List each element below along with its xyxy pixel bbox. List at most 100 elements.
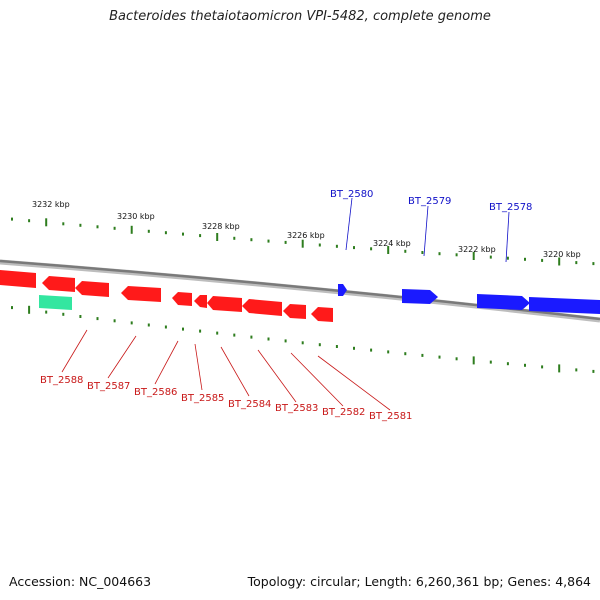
minor-tick [506, 256, 509, 260]
minor-tick [267, 239, 270, 243]
minor-tick [524, 257, 526, 261]
gene-label-bt-2585[interactable]: BT_2585 [181, 393, 224, 404]
minor-tick [438, 355, 441, 359]
minor-tick [233, 236, 236, 240]
gene-label-bt-2586[interactable]: BT_2586 [134, 387, 177, 398]
minor-tick [96, 225, 99, 229]
gene-bt-2586[interactable] [121, 286, 161, 302]
kbp-label: 3226 kbp [287, 231, 325, 240]
minor-tick [592, 369, 595, 373]
gene-bt-2580[interactable] [338, 284, 347, 296]
top-labels: BT_2580 BT_2579 BT_2578 [330, 189, 532, 263]
leader-line [345, 197, 353, 251]
minor-tick [370, 247, 373, 251]
gene-bt-2584[interactable] [207, 296, 242, 312]
kbp-label: 3224 kbp [373, 239, 411, 248]
gene-bt-2578[interactable] [477, 294, 530, 310]
gene-bt-2588[interactable] [42, 276, 75, 292]
genome-summary-text: Topology: circular; Length: 6,260,361 bp… [247, 574, 591, 589]
major-tick [216, 233, 219, 241]
minor-tick [455, 357, 458, 361]
leader-line [317, 355, 391, 411]
gene-label-bt-2583[interactable]: BT_2583 [275, 403, 318, 414]
gene-label-bt-2580[interactable]: BT_2580 [330, 189, 373, 200]
minor-tick [250, 238, 253, 242]
minor-tick [216, 331, 219, 335]
minor-tick [28, 219, 31, 223]
leader-line [505, 211, 510, 263]
leader-line [154, 340, 179, 385]
major-tick [472, 252, 475, 260]
minor-tick [335, 244, 338, 248]
minor-tick [541, 258, 544, 262]
gene-bt-2587[interactable] [75, 281, 109, 297]
minor-tick [267, 337, 270, 341]
leader-line [423, 205, 429, 257]
minor-tick [147, 323, 150, 327]
gene-label-bt-2579[interactable]: BT_2579 [408, 196, 451, 207]
gene-label-bt-2588[interactable]: BT_2588 [40, 375, 83, 386]
leader-line [194, 343, 203, 391]
gene-reverse-partial[interactable] [0, 270, 36, 288]
minor-tick [250, 335, 253, 339]
minor-tick [199, 329, 202, 333]
minor-tick [301, 341, 304, 345]
major-tick [301, 239, 304, 248]
minor-tick [284, 339, 287, 343]
gene-label-bt-2578[interactable]: BT_2578 [489, 202, 532, 213]
minor-tick [45, 310, 48, 314]
reverse-genes [0, 270, 333, 322]
gene-bt-2585b[interactable] [194, 295, 207, 308]
rna-feature[interactable] [39, 295, 72, 310]
gene-bt-2582[interactable] [283, 304, 306, 319]
leader-line [220, 346, 250, 397]
gene-label-bt-2584[interactable]: BT_2584 [228, 399, 271, 410]
minor-tick [387, 350, 390, 354]
minor-tick [147, 229, 150, 233]
minor-tick [318, 343, 321, 347]
minor-tick [421, 353, 424, 357]
minor-tick [284, 240, 287, 244]
minor-tick [96, 317, 99, 321]
minor-tick [592, 262, 595, 266]
gene-label-bt-2581[interactable]: BT_2581 [369, 411, 412, 422]
major-tick [472, 356, 475, 365]
kbp-label: 3228 kbp [202, 222, 240, 231]
accession-text: Accession: NC_004663 [9, 574, 152, 589]
leader-line [257, 349, 297, 403]
leader-line [107, 335, 137, 379]
outer-tick-ring [11, 217, 595, 266]
major-tick [28, 305, 31, 314]
minor-tick [404, 352, 407, 356]
bottom-labels: BT_2588 BT_2587 BT_2586 BT_2585 BT_2584 … [40, 329, 412, 422]
kbp-label: 3220 kbp [543, 250, 581, 259]
minor-tick [11, 217, 13, 221]
minor-tick [455, 253, 458, 257]
minor-tick [370, 348, 373, 352]
minor-tick [62, 312, 65, 316]
gene-bt-2585[interactable] [172, 292, 192, 306]
minor-tick [182, 327, 184, 331]
minor-tick [164, 231, 167, 235]
minor-tick [421, 251, 424, 254]
forward-genes [338, 284, 600, 314]
gene-bt-2583[interactable] [242, 299, 282, 316]
gene-bt-2581[interactable] [311, 307, 333, 322]
kbp-label: 3230 kbp [117, 212, 155, 221]
major-tick [130, 225, 133, 234]
minor-tick [489, 255, 492, 259]
minor-tick [489, 360, 492, 364]
gene-bt-2579[interactable] [402, 289, 438, 304]
minor-tick [164, 325, 167, 329]
minor-tick [506, 362, 509, 366]
minor-tick [199, 234, 202, 238]
minor-tick [318, 243, 321, 247]
minor-tick [438, 252, 441, 256]
gene-forward-partial[interactable] [529, 297, 600, 314]
minor-tick [353, 346, 355, 350]
major-tick [387, 246, 390, 254]
minor-tick [113, 319, 116, 323]
gene-label-bt-2587[interactable]: BT_2587 [87, 381, 130, 392]
minor-tick [79, 315, 82, 318]
gene-label-bt-2582[interactable]: BT_2582 [322, 407, 365, 418]
